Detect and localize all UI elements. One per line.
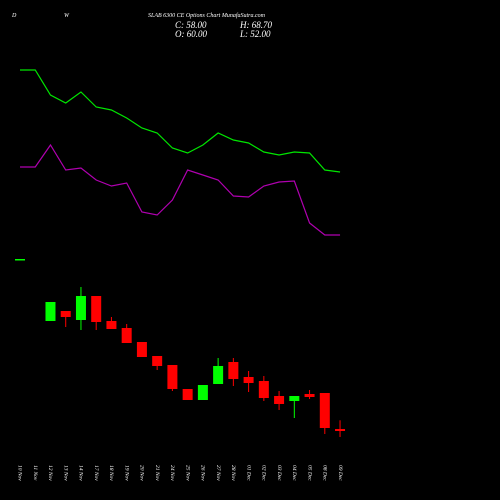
candle-body: [335, 429, 346, 431]
candle-body: [75, 296, 86, 320]
x-tick-label: 26 Nov: [200, 465, 206, 481]
candle-body: [289, 396, 300, 401]
x-tick-label: 21 Nov: [154, 465, 160, 481]
candle-body: [243, 377, 254, 383]
x-tick-label: 03 Dec: [276, 465, 282, 481]
x-tick-label: 01 Dec: [245, 465, 251, 481]
indicator-line: [20, 143, 341, 236]
x-tick-label: 17 Nov: [93, 465, 99, 481]
close-text: C: 58.00: [175, 20, 207, 30]
candle-body: [152, 356, 163, 366]
candle-body: [228, 362, 239, 379]
candle-body: [15, 259, 25, 261]
candle-body: [91, 296, 102, 322]
x-tick-label: 11 Nov: [32, 465, 38, 481]
candle-body: [319, 393, 330, 428]
x-tick-label: 14 Nov: [78, 465, 85, 481]
candle-body: [136, 342, 147, 357]
x-tick-label: 28 Nov: [230, 465, 236, 481]
candle-body: [197, 385, 208, 400]
x-tick-label: 08 Dec: [322, 465, 328, 481]
candle-body: [274, 396, 285, 404]
low-text: L: 52.00: [239, 29, 271, 39]
x-tick-label: 20 Nov: [139, 465, 145, 481]
x-tick-label: 05 Dec: [306, 465, 312, 481]
candle-body: [167, 365, 178, 389]
x-tick-label: 13 Nov: [62, 465, 68, 481]
candle-body: [60, 311, 71, 317]
candle-body: [121, 328, 132, 343]
candle-body: [182, 389, 193, 400]
timeframe-label: D: [11, 13, 17, 19]
chart-title: SLAB 6300 CE Options Chart MunafaSutra.c…: [148, 12, 266, 19]
timeframe-label: W: [64, 13, 70, 19]
open-text: O: 60.00: [175, 29, 207, 39]
x-tick-label: 25 Nov: [184, 465, 190, 481]
candle-body: [213, 366, 224, 384]
x-tick-label: 18 Nov: [108, 465, 114, 481]
indicator-line: [20, 69, 341, 173]
x-tick-label: 24 Nov: [169, 465, 176, 481]
x-tick-label: 04 Dec: [291, 465, 298, 481]
x-tick-label: 10 Nov: [17, 465, 23, 481]
candle-body: [106, 321, 117, 329]
x-tick-label: 02 Dec: [261, 465, 267, 481]
candle-body: [45, 302, 56, 321]
x-tick-label: 27 Nov: [215, 465, 221, 481]
x-tick-label: 12 Nov: [47, 465, 53, 481]
x-tick-label: 19 Nov: [123, 465, 129, 481]
x-tick-label: 09 Dec: [337, 465, 343, 481]
candle-body: [258, 381, 269, 398]
candle-body: [304, 394, 315, 397]
high-text: H: 68.70: [239, 20, 272, 30]
